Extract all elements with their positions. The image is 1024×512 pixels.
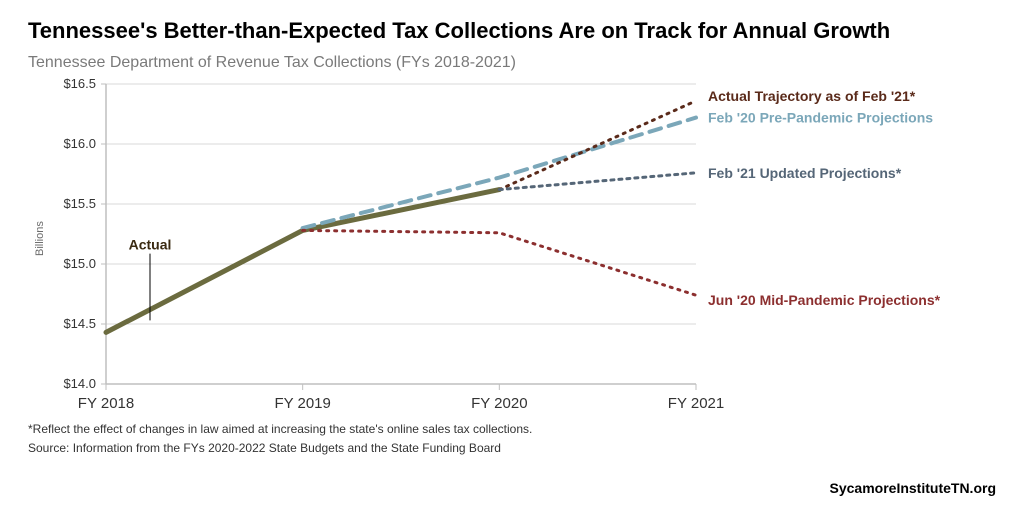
y-tick-label: $14.0 [63, 376, 96, 391]
x-tick-label: FY 2020 [471, 395, 527, 412]
y-axis-label: Billions [34, 222, 46, 257]
series-label-Feb20PrePandemic: Feb '20 Pre-Pandemic Projections [708, 110, 933, 126]
y-tick-label: $16.5 [63, 78, 96, 91]
series-label-Feb21Updated: Feb '21 Updated Projections* [708, 165, 902, 181]
chart-subtitle: Tennessee Department of Revenue Tax Coll… [28, 54, 996, 72]
x-tick-label: FY 2018 [78, 395, 134, 412]
series-label-Jun20MidPandemic: Jun '20 Mid-Pandemic Projections* [708, 292, 941, 308]
y-tick-label: $15.5 [63, 196, 96, 211]
chart-card: Tennessee's Better-than-Expected Tax Col… [0, 0, 1024, 512]
series-Jun20MidPandemic [303, 231, 696, 296]
x-tick-label: FY 2019 [274, 395, 330, 412]
chart-title: Tennessee's Better-than-Expected Tax Col… [28, 18, 996, 44]
chart-area: Billions $14.0 $14.5 $15.0 $15.5 $16.0 $16.5 F… [28, 78, 996, 418]
footnote-2: Source: Information from the FYs 2020-20… [28, 441, 996, 456]
y-tick-label: $15.0 [63, 256, 96, 271]
series-label-ActualTrajectory: Actual Trajectory as of Feb '21* [708, 88, 916, 104]
footnote-1: *Reflect the effect of changes in law ai… [28, 422, 996, 437]
series-Feb20PrePandemic [303, 118, 696, 228]
line-chart: $14.0 $14.5 $15.0 $15.5 $16.0 $16.5 FY 2018 FY … [28, 78, 968, 418]
x-tick-label: FY 2021 [668, 395, 724, 412]
y-tick-label: $16.0 [63, 136, 96, 151]
annotation-actual: Actual [129, 237, 172, 253]
series-Actual [106, 190, 499, 333]
brand-attribution: SycamoreInstituteTN.org [830, 480, 996, 496]
y-tick-label: $14.5 [63, 316, 96, 331]
